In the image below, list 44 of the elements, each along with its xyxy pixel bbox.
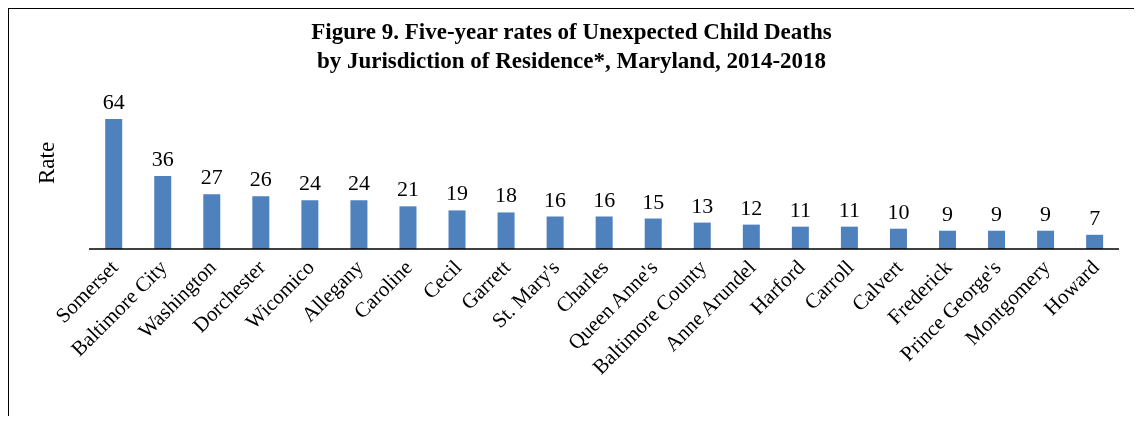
data-label: 24 [347,170,370,196]
data-label: 9 [942,200,953,226]
bar [1037,230,1055,249]
bar [595,216,613,249]
bar [105,119,123,249]
data-label: 12 [740,194,763,220]
bar [889,228,907,249]
data-label: 11 [838,196,860,222]
bar [301,200,319,249]
bar [840,226,858,249]
bar [154,175,172,249]
data-label: 27 [200,164,223,190]
data-label: 9 [1040,200,1052,226]
data-label: 18 [495,182,518,208]
bar [1086,234,1104,249]
data-label: 21 [396,176,419,202]
bar [644,218,662,249]
data-label: 19 [446,180,469,206]
bar [350,200,368,249]
data-label: 13 [691,192,714,218]
data-label: 16 [593,186,616,212]
bar [203,194,221,249]
chart-title: Figure 9. Five-year rates of Unexpected Child Deaths by Jurisdiction of Residence*, Maryland, 2014-2018 [310,18,833,75]
bar [546,216,564,249]
bar [939,230,956,249]
data-label: 64 [102,89,125,114]
bar [252,196,270,249]
bar [448,210,466,249]
data-label: 15 [642,188,665,214]
bar [988,230,1006,249]
bar [693,222,711,249]
data-label: 26 [249,166,272,192]
data-label: 36 [151,145,174,171]
bar [497,212,515,249]
y-axis-title: Rate [34,141,60,184]
data-label: 24 [298,170,321,196]
data-label: 16 [544,186,567,212]
data-label: 10 [887,198,910,224]
data-label: 7 [1089,204,1101,230]
data-label: 9 [991,200,1003,226]
bar [791,226,809,249]
bar [399,206,417,249]
data-label: 11 [789,196,811,222]
bar [742,224,760,249]
